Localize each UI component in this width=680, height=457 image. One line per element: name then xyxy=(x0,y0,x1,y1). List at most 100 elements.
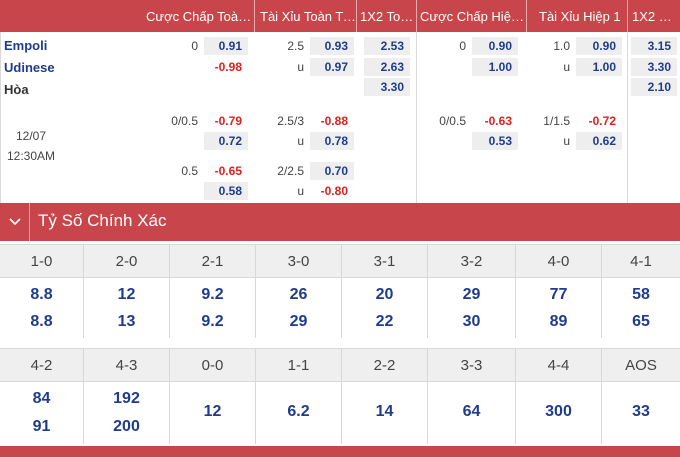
odds-h1-ah-away[interactable]: 1.00 xyxy=(472,58,518,76)
score-values-row-1: 8.8 8.8 12 13 9.2 9.2 26 29 20 22 29 30 … xyxy=(0,278,680,338)
odds-value[interactable]: 22 xyxy=(375,313,394,330)
odds-value[interactable]: 65 xyxy=(632,313,650,330)
odds-value[interactable]: 91 xyxy=(32,418,51,435)
alt1-odds-h1-ah-home[interactable]: -0.63 xyxy=(484,114,512,128)
odds-h1-1x2-draw[interactable]: 2.10 xyxy=(631,78,677,96)
score-odds-cell[interactable]: 300 xyxy=(516,382,602,444)
odds-value[interactable]: 89 xyxy=(549,313,568,330)
odds-value[interactable]: 20 xyxy=(375,286,394,303)
score-odds-cell[interactable]: 8.8 8.8 xyxy=(0,278,84,338)
score-label: 4-3 xyxy=(84,349,170,381)
odds-h1-1x2-home[interactable]: 3.15 xyxy=(631,37,677,55)
alt2-odds-ah-home[interactable]: -0.65 xyxy=(214,164,242,178)
ah-line: 0 xyxy=(191,39,198,53)
col-1x2-h1[interactable]: 1X2 Hiệ... xyxy=(632,9,680,24)
h1-ou-under-label: u xyxy=(563,60,570,74)
odds-value[interactable]: 8.8 xyxy=(30,286,53,303)
col-1x2-full[interactable]: 1X2 Toà... xyxy=(360,9,416,24)
alt1-odds-ou-over[interactable]: -0.88 xyxy=(320,114,348,128)
odds-value[interactable]: 200 xyxy=(113,418,140,435)
score-label: 2-2 xyxy=(342,349,428,381)
col-overunder-h1[interactable]: Tài Xỉu Hiệp 1 xyxy=(539,9,621,24)
divider xyxy=(627,32,628,203)
divider xyxy=(0,32,1,203)
odds-value[interactable]: 6.2 xyxy=(287,403,310,420)
odds-value[interactable]: 8.8 xyxy=(30,313,53,330)
odds-1x2-home[interactable]: 2.53 xyxy=(364,37,410,55)
odds-value[interactable]: 26 xyxy=(289,286,308,303)
odds-h1-ah-home[interactable]: 0.90 xyxy=(472,37,518,55)
odds-ah-away[interactable]: -0.98 xyxy=(214,60,242,74)
score-odds-cell[interactable]: 33 xyxy=(602,382,680,444)
score-label: 3-3 xyxy=(428,349,516,381)
odds-value[interactable]: 192 xyxy=(113,390,140,407)
odds-value[interactable]: 58 xyxy=(632,286,650,303)
score-label: 1-0 xyxy=(0,245,84,277)
alt1-odds-h1-ou-over[interactable]: -0.72 xyxy=(588,114,616,128)
odds-value[interactable]: 29 xyxy=(462,286,481,303)
alt1-odds-ou-under[interactable]: 0.78 xyxy=(310,132,354,150)
alt1-odds-ah-home[interactable]: -0.79 xyxy=(214,114,242,128)
odds-1x2-draw[interactable]: 3.30 xyxy=(364,78,410,96)
score-label: 2-1 xyxy=(170,245,256,277)
odds-ah-home[interactable]: 0.91 xyxy=(204,37,248,55)
odds-value[interactable]: 14 xyxy=(375,403,394,420)
score-label: 4-0 xyxy=(516,245,602,277)
col-overunder-full[interactable]: Tài Xỉu Toàn Trận xyxy=(260,9,360,24)
draw-label: Hòa xyxy=(4,82,29,97)
next-section-bar xyxy=(0,446,680,457)
ou-under-label: u xyxy=(297,60,304,74)
alt1-odds-ah-away[interactable]: 0.72 xyxy=(204,132,248,150)
score-odds-cell[interactable]: 84 91 xyxy=(0,382,84,444)
collapse-toggle[interactable] xyxy=(0,203,30,241)
alt1-odds-h1-ou-under[interactable]: 0.62 xyxy=(576,132,622,150)
odds-value[interactable]: 33 xyxy=(632,403,650,420)
score-odds-cell[interactable]: 77 89 xyxy=(516,278,602,338)
alt1-h1-ou-line: 1/1.5 xyxy=(543,114,570,128)
odds-value[interactable]: 13 xyxy=(117,313,136,330)
odds-value[interactable]: 12 xyxy=(203,403,222,420)
odds-value[interactable]: 64 xyxy=(462,403,481,420)
score-header-row-1: 1-0 2-0 2-1 3-0 3-1 3-2 4-0 4-1 xyxy=(0,244,680,278)
odds-header-bar: Cược Chấp Toàn ... Tài Xỉu Toàn Trận 1X2… xyxy=(0,0,680,32)
alt2-odds-ou-over[interactable]: 0.70 xyxy=(310,162,354,180)
alt2-ou-under-label: u xyxy=(297,184,304,198)
score-odds-cell[interactable]: 12 13 xyxy=(84,278,170,338)
odds-ou-under[interactable]: 0.97 xyxy=(310,58,354,76)
away-team[interactable]: Udinese xyxy=(4,60,55,75)
odds-value[interactable]: 12 xyxy=(117,286,136,303)
odds-value[interactable]: 84 xyxy=(32,390,51,407)
exact-score-section-header[interactable]: Tỷ Số Chính Xác xyxy=(0,203,680,241)
odds-value[interactable]: 77 xyxy=(549,286,568,303)
score-odds-cell[interactable]: 12 xyxy=(170,382,256,444)
odds-value[interactable]: 30 xyxy=(462,313,481,330)
odds-h1-1x2-away[interactable]: 3.30 xyxy=(631,58,677,76)
score-odds-cell[interactable]: 64 xyxy=(428,382,516,444)
col-handicap-full[interactable]: Cược Chấp Toàn ... xyxy=(146,9,252,24)
odds-value[interactable]: 300 xyxy=(545,403,572,420)
odds-value[interactable]: 9.2 xyxy=(201,313,224,330)
score-label: 3-2 xyxy=(428,245,516,277)
score-odds-cell[interactable]: 6.2 xyxy=(256,382,342,444)
odds-h1-ou-under[interactable]: 1.00 xyxy=(576,58,622,76)
odds-value[interactable]: 29 xyxy=(289,313,308,330)
odds-ou-over[interactable]: 0.93 xyxy=(310,37,354,55)
score-odds-cell[interactable]: 29 30 xyxy=(428,278,516,338)
score-odds-cell[interactable]: 26 29 xyxy=(256,278,342,338)
odds-1x2-away[interactable]: 2.63 xyxy=(364,58,410,76)
score-label: 4-2 xyxy=(0,349,84,381)
score-odds-cell[interactable]: 9.2 9.2 xyxy=(170,278,256,338)
col-handicap-h1[interactable]: Cược Chấp Hiệp 1 xyxy=(420,9,524,24)
score-odds-cell[interactable]: 14 xyxy=(342,382,428,444)
alt2-odds-ou-under[interactable]: -0.80 xyxy=(320,184,348,198)
alt1-odds-h1-ah-away[interactable]: 0.53 xyxy=(472,132,518,150)
home-team[interactable]: Empoli xyxy=(4,38,48,53)
score-odds-cell[interactable]: 20 22 xyxy=(342,278,428,338)
odds-value[interactable]: 9.2 xyxy=(201,286,224,303)
score-odds-cell[interactable]: 58 65 xyxy=(602,278,680,338)
score-odds-cell[interactable]: 192 200 xyxy=(84,382,170,444)
odds-h1-ou-over[interactable]: 0.90 xyxy=(576,37,622,55)
h1-ou-line: 1.0 xyxy=(553,39,570,53)
score-label: 4-4 xyxy=(516,349,602,381)
alt2-odds-ah-away[interactable]: 0.58 xyxy=(204,182,248,200)
